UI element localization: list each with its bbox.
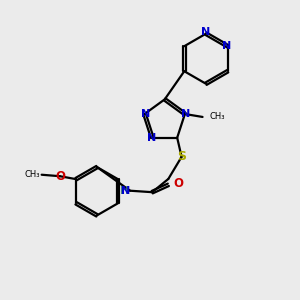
Text: N: N xyxy=(201,27,211,37)
Text: N: N xyxy=(122,186,131,196)
Text: N: N xyxy=(147,133,156,143)
Text: O: O xyxy=(174,177,184,190)
Text: CH₃: CH₃ xyxy=(209,112,224,122)
Text: N: N xyxy=(140,109,150,119)
Text: S: S xyxy=(177,150,186,163)
Text: N: N xyxy=(221,41,231,51)
Text: H: H xyxy=(120,186,130,196)
Text: CH₃: CH₃ xyxy=(25,170,40,179)
Text: O: O xyxy=(55,170,65,183)
Text: N: N xyxy=(181,109,190,119)
